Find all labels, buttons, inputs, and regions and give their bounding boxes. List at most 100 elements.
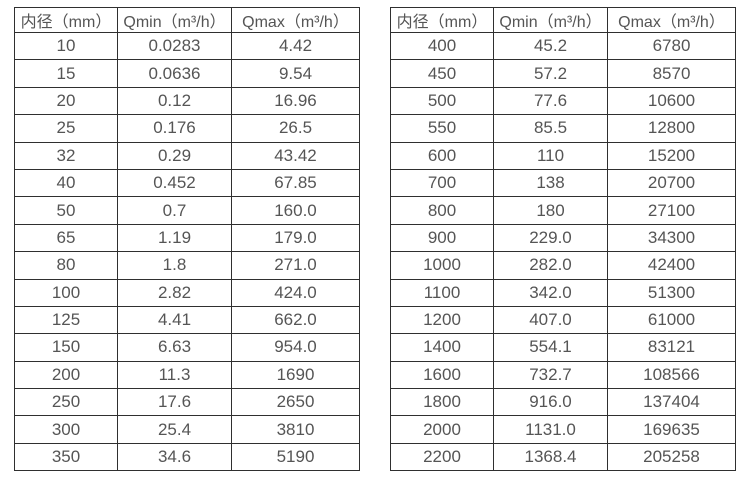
table-row: 80 1.8 271.0: [14, 251, 360, 280]
col-header-diameter: 内径（mm）: [14, 7, 118, 33]
cell-diameter: 1600: [390, 360, 494, 390]
cell-qmin: 1.8: [117, 251, 232, 280]
cell-diameter: 100: [14, 278, 118, 307]
cell-diameter: 400: [390, 31, 494, 61]
cell-qmin: 34.6: [117, 442, 232, 472]
cell-qmin: 57.2: [493, 59, 608, 88]
cell-qmax: 16.96: [231, 86, 360, 116]
table-row: 1600 732.7 108566: [390, 360, 736, 390]
cell-diameter: 2200: [390, 442, 494, 472]
table-row: 20 0.12 16.96: [14, 86, 360, 116]
cell-qmin: 282.0: [493, 251, 608, 280]
table-row: 65 1.19 179.0: [14, 223, 360, 253]
cell-diameter: 300: [14, 415, 118, 444]
cell-diameter: 350: [14, 442, 118, 472]
col-header-qmax: Qmax（m³/h）: [231, 7, 360, 33]
cell-qmax: 26.5: [231, 114, 360, 143]
cell-diameter: 1200: [390, 305, 494, 335]
cell-qmax: 5190: [231, 442, 360, 472]
cell-qmin: 0.12: [117, 86, 232, 116]
cell-qmax: 12800: [607, 114, 736, 143]
cell-qmax: 179.0: [231, 223, 360, 253]
cell-diameter: 1400: [390, 333, 494, 362]
cell-qmin: 25.4: [117, 415, 232, 444]
table-row: 150 6.63 954.0: [14, 333, 360, 362]
cell-diameter: 1800: [390, 388, 494, 417]
cell-qmin: 77.6: [493, 86, 608, 116]
cell-diameter: 25: [14, 114, 118, 143]
cell-qmax: 2650: [231, 388, 360, 417]
table-row: 450 57.2 8570: [390, 59, 736, 88]
table-row: 1800 916.0 137404: [390, 388, 736, 417]
cell-qmin: 732.7: [493, 360, 608, 390]
table-row: 10 0.0283 4.42: [14, 31, 360, 61]
cell-diameter: 800: [390, 196, 494, 225]
cell-diameter: 40: [14, 168, 118, 198]
table-row: 1100 342.0 51300: [390, 278, 736, 307]
table-row: 40 0.452 67.85: [14, 168, 360, 198]
cell-qmin: 916.0: [493, 388, 608, 417]
cell-qmax: 1690: [231, 360, 360, 390]
table-row: 250 17.6 2650: [14, 388, 360, 417]
table-row: 50 0.7 160.0: [14, 196, 360, 225]
cell-diameter: 550: [390, 114, 494, 143]
table-row: 200 11.3 1690: [14, 360, 360, 390]
cell-qmin: 554.1: [493, 333, 608, 362]
cell-qmin: 1368.4: [493, 442, 608, 472]
cell-qmax: 108566: [607, 360, 736, 390]
table-row: 100 2.82 424.0: [14, 278, 360, 307]
cell-qmax: 43.42: [231, 141, 360, 170]
cell-diameter: 10: [14, 31, 118, 61]
table-row: 125 4.41 662.0: [14, 305, 360, 335]
cell-diameter: 500: [390, 86, 494, 116]
table-row: 25 0.176 26.5: [14, 114, 360, 143]
cell-qmin: 407.0: [493, 305, 608, 335]
col-header-qmin: Qmin（m³/h）: [117, 7, 232, 33]
flow-table-small-diameters: 内径（mm） Qmin（m³/h） Qmax（m³/h） 10 0.0283 4.4…: [14, 7, 360, 472]
cell-qmin: 1.19: [117, 223, 232, 253]
cell-qmin: 1131.0: [493, 415, 608, 444]
cell-qmax: 51300: [607, 278, 736, 307]
cell-qmax: 137404: [607, 388, 736, 417]
cell-diameter: 250: [14, 388, 118, 417]
cell-qmax: 954.0: [231, 333, 360, 362]
table-row: 900 229.0 34300: [390, 223, 736, 253]
table-row: 500 77.6 10600: [390, 86, 736, 116]
cell-qmin: 4.41: [117, 305, 232, 335]
cell-qmin: 11.3: [117, 360, 232, 390]
cell-qmax: 15200: [607, 141, 736, 170]
cell-qmin: 0.176: [117, 114, 232, 143]
cell-qmax: 205258: [607, 442, 736, 472]
cell-qmax: 169635: [607, 415, 736, 444]
cell-qmin: 0.7: [117, 196, 232, 225]
cell-diameter: 150: [14, 333, 118, 362]
table-row: 1000 282.0 42400: [390, 251, 736, 280]
table-row: 2200 1368.4 205258: [390, 442, 736, 472]
cell-qmax: 27100: [607, 196, 736, 225]
cell-qmin: 229.0: [493, 223, 608, 253]
cell-qmax: 42400: [607, 251, 736, 280]
cell-qmax: 424.0: [231, 278, 360, 307]
cell-qmin: 85.5: [493, 114, 608, 143]
table-row: 550 85.5 12800: [390, 114, 736, 143]
table-row: 2000 1131.0 169635: [390, 415, 736, 444]
cell-diameter: 450: [390, 59, 494, 88]
header-row: 内径（mm） Qmin（m³/h） Qmax（m³/h）: [390, 7, 736, 33]
cell-qmax: 4.42: [231, 31, 360, 61]
table-row: 600 110 15200: [390, 141, 736, 170]
cell-qmin: 0.0636: [117, 59, 232, 88]
cell-diameter: 900: [390, 223, 494, 253]
cell-qmin: 6.63: [117, 333, 232, 362]
cell-qmax: 3810: [231, 415, 360, 444]
cell-qmax: 67.85: [231, 168, 360, 198]
table-row: 350 34.6 5190: [14, 442, 360, 472]
cell-qmax: 160.0: [231, 196, 360, 225]
cell-qmax: 20700: [607, 168, 736, 198]
cell-qmin: 0.452: [117, 168, 232, 198]
cell-diameter: 20: [14, 86, 118, 116]
cell-qmax: 34300: [607, 223, 736, 253]
cell-qmax: 10600: [607, 86, 736, 116]
cell-qmin: 342.0: [493, 278, 608, 307]
table-row: 1400 554.1 83121: [390, 333, 736, 362]
